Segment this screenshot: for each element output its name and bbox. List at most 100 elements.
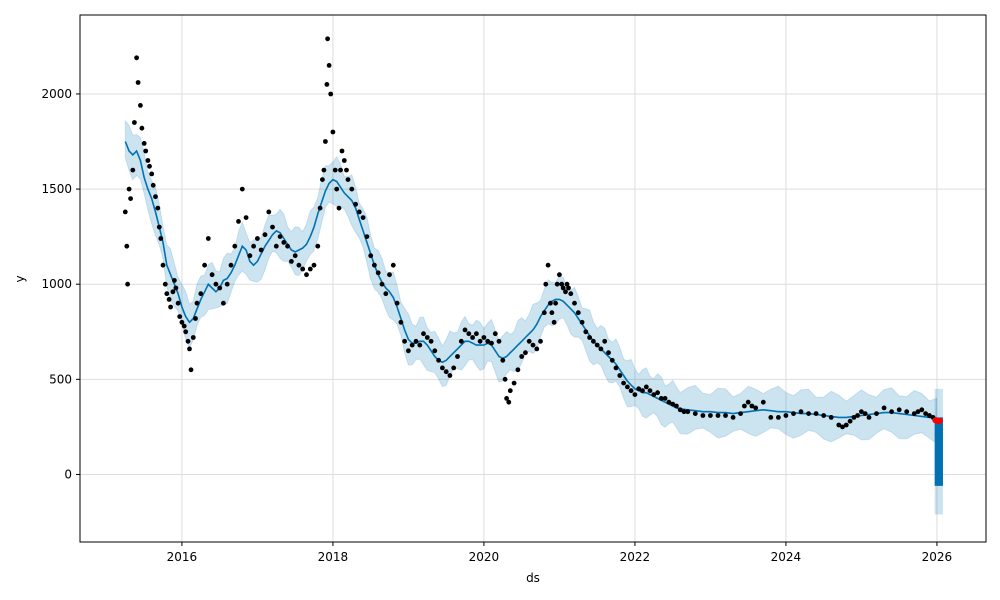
- observed-point: [349, 186, 355, 192]
- observed-point: [881, 405, 887, 411]
- observed-point: [409, 342, 415, 348]
- observed-point: [554, 281, 560, 287]
- observed-points: [122, 36, 936, 430]
- observed-point: [130, 167, 136, 173]
- observed-point: [190, 335, 196, 340]
- observed-point: [285, 243, 290, 249]
- observed-point: [715, 413, 721, 418]
- y-tick-label: 0: [64, 467, 72, 481]
- observed-point: [360, 215, 366, 221]
- observed-point: [321, 167, 327, 173]
- observed-point: [617, 373, 623, 378]
- observed-point: [745, 399, 751, 405]
- observed-point: [281, 240, 287, 245]
- observed-point: [840, 424, 845, 430]
- observed-point: [538, 338, 543, 344]
- observed-point: [325, 36, 330, 42]
- observed-point: [847, 418, 853, 424]
- observed-point: [398, 319, 404, 325]
- observed-point: [273, 243, 279, 249]
- observed-point: [806, 411, 811, 416]
- observed-point: [813, 411, 819, 416]
- observed-point: [598, 346, 604, 352]
- observed-point: [821, 413, 827, 418]
- observed-point: [564, 281, 570, 287]
- observed-point: [232, 243, 238, 249]
- observed-point: [506, 399, 512, 405]
- observed-point: [874, 411, 879, 416]
- x-axis-ticks: 2016 2018 2020 2022 2024 2026: [167, 542, 953, 564]
- y-tick-label: 1000: [41, 277, 72, 291]
- observed-point: [836, 422, 842, 428]
- observed-point: [187, 346, 192, 352]
- observed-point: [344, 167, 349, 173]
- observed-point: [511, 380, 517, 386]
- observed-point: [560, 285, 566, 291]
- observed-point: [451, 365, 457, 371]
- observed-point: [270, 224, 275, 230]
- observed-point: [417, 342, 423, 348]
- observed-point: [326, 63, 332, 68]
- observed-point: [243, 215, 249, 221]
- observed-point: [179, 319, 185, 325]
- observed-point: [742, 403, 747, 409]
- observed-point: [125, 281, 130, 287]
- observed-point: [413, 338, 419, 344]
- observed-point: [526, 338, 532, 344]
- observed-point: [749, 403, 755, 409]
- forecast-line: [124, 141, 937, 420]
- observed-point: [551, 319, 557, 325]
- observed-point: [228, 262, 234, 268]
- observed-point: [575, 310, 581, 316]
- observed-point: [424, 335, 430, 340]
- observed-point: [168, 304, 174, 310]
- observed-point: [332, 167, 338, 173]
- observed-point: [655, 390, 660, 396]
- observed-point: [317, 205, 323, 211]
- observed-point: [462, 327, 468, 333]
- observed-point: [387, 272, 392, 278]
- observed-point: [613, 365, 619, 371]
- observed-point: [181, 323, 187, 329]
- observed-point: [158, 236, 164, 241]
- observed-point: [915, 409, 921, 415]
- observed-point: [126, 186, 132, 192]
- observed-point: [519, 354, 525, 359]
- observed-point: [447, 373, 453, 378]
- observed-point: [553, 300, 558, 306]
- observed-point: [338, 167, 343, 173]
- observed-point: [170, 289, 176, 295]
- observed-point: [670, 401, 676, 407]
- observed-point: [135, 80, 141, 85]
- observed-point: [198, 291, 204, 297]
- observed-point: [568, 291, 574, 297]
- observed-point: [911, 411, 917, 416]
- observed-point: [919, 407, 925, 413]
- observed-point: [530, 342, 536, 348]
- observed-point: [205, 236, 211, 241]
- y-tick-label: 500: [49, 372, 72, 386]
- forecast-band-inner: [934, 417, 943, 486]
- observed-point: [239, 186, 245, 192]
- observed-point: [436, 357, 441, 363]
- observed-point: [549, 310, 555, 316]
- observed-point: [328, 91, 334, 97]
- observed-point: [379, 281, 385, 287]
- observed-point: [651, 392, 657, 397]
- observed-point: [124, 243, 130, 249]
- x-axis-label: ds: [526, 571, 540, 585]
- observed-point: [632, 392, 638, 397]
- observed-point: [128, 196, 134, 202]
- x-tick-label: 2026: [922, 550, 953, 564]
- observed-point: [548, 300, 553, 306]
- observed-point: [166, 297, 172, 302]
- observed-point: [594, 342, 600, 348]
- observed-point: [139, 125, 145, 131]
- observed-point: [390, 262, 396, 268]
- observed-point: [504, 396, 509, 401]
- observed-point: [889, 409, 894, 415]
- observed-point: [160, 262, 166, 268]
- observed-point: [304, 272, 309, 278]
- observed-point: [247, 253, 253, 259]
